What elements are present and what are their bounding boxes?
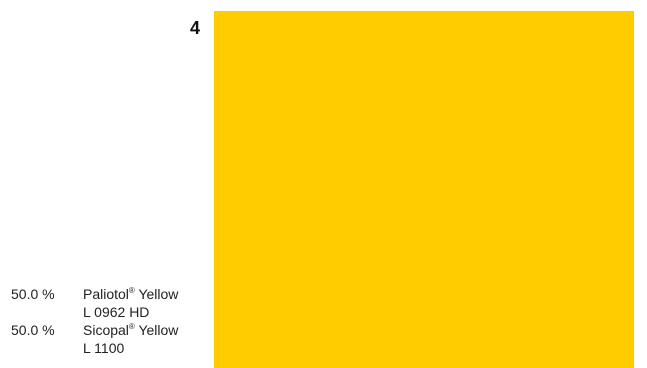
registered-mark: ® — [128, 322, 135, 331]
component-code: L 1100 — [83, 340, 125, 356]
color-swatch — [214, 11, 634, 368]
component-brand: Paliotol — [83, 286, 129, 302]
component-pigment: Yellow — [134, 286, 179, 302]
component-name: Sicopal® Yellow — [83, 318, 178, 339]
component-name: Paliotol® Yellow — [83, 282, 178, 303]
pigment-component: 50.0 % Sicopal® Yellow L 1100 — [11, 318, 178, 357]
component-percent: 50.0 % — [11, 286, 55, 302]
component-brand: Sicopal — [83, 322, 129, 338]
component-code: L 0962 HD — [83, 304, 150, 320]
registered-mark: ® — [128, 286, 135, 295]
swatch-number: 4 — [190, 18, 201, 38]
pigment-component: 50.0 % Paliotol® Yellow L 0962 HD — [11, 282, 178, 321]
component-pigment: Yellow — [134, 322, 179, 338]
component-percent: 50.0 % — [11, 322, 55, 338]
